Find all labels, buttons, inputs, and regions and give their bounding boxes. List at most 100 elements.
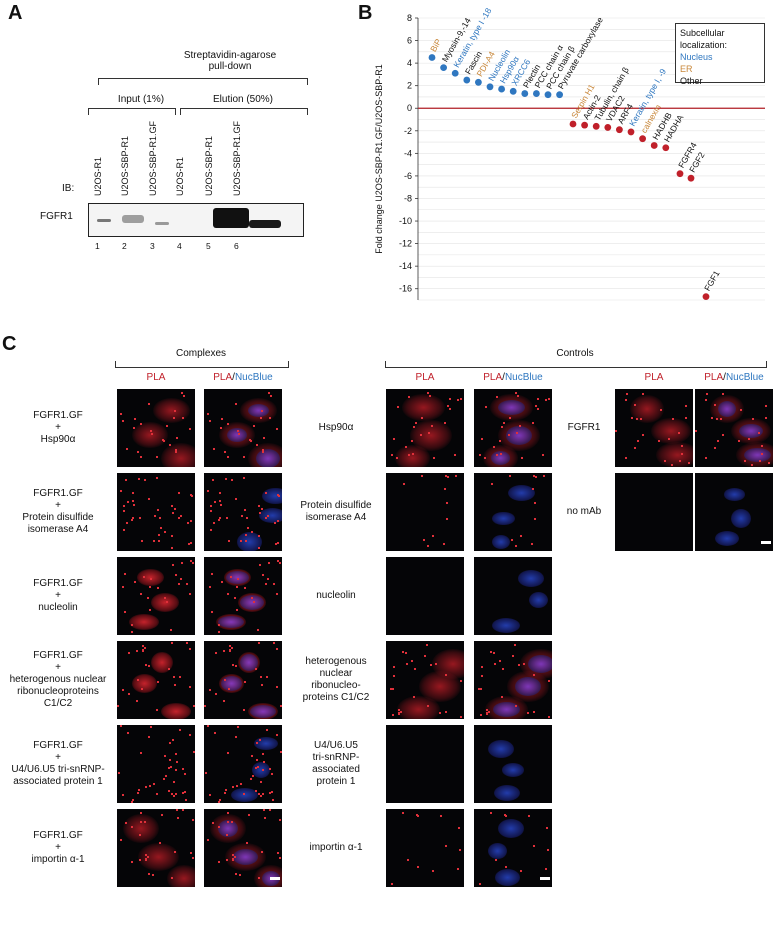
pla-dot xyxy=(218,519,221,522)
pla-dot xyxy=(684,417,687,420)
pla-dot xyxy=(188,543,191,546)
control-merge-image xyxy=(474,809,552,887)
pla-dot xyxy=(508,434,511,437)
pla-dot xyxy=(131,861,134,864)
pla-dot xyxy=(449,408,452,411)
pla-dot xyxy=(238,873,241,876)
pla-dot xyxy=(255,741,258,744)
pla-dot xyxy=(165,774,168,777)
pla-dot xyxy=(139,811,142,814)
y-tick-label: -6 xyxy=(404,171,412,181)
pla-dot xyxy=(154,515,157,518)
row-label: nucleolin xyxy=(290,590,382,602)
nucleus-stain xyxy=(493,785,521,802)
pla-dot xyxy=(148,784,151,787)
cell-signal xyxy=(166,865,195,887)
controls-bracket xyxy=(385,361,767,368)
pla-dot xyxy=(705,456,708,459)
pla-dot xyxy=(459,397,462,400)
data-point xyxy=(428,54,436,61)
pla-dot xyxy=(261,507,264,510)
pla-dot xyxy=(279,750,282,753)
pla-dot xyxy=(188,647,191,650)
pla-dot xyxy=(233,596,236,599)
chart-legend: Subcellular localization: Nucleus ER Oth… xyxy=(675,23,765,86)
complex-merge-image xyxy=(204,725,282,803)
pla-dot xyxy=(264,817,267,820)
fold-change-chart: 8 6 4 2 0 -2 -4 -6 -8 -10 -12 -14 -16 Fold change U2O… xyxy=(374,8,765,301)
complexes-title: Complexes xyxy=(175,348,227,359)
pla-dot xyxy=(249,438,252,441)
pla-dot xyxy=(684,405,687,408)
extra-merge-image xyxy=(695,473,773,551)
pla-dot xyxy=(189,493,192,496)
pla-dot xyxy=(226,423,229,426)
y-tick-label: -14 xyxy=(399,261,412,271)
pla-dot xyxy=(173,780,176,783)
pla-dot xyxy=(124,572,127,575)
data-point xyxy=(662,144,670,152)
row-label-line: FGFR1.GF xyxy=(33,410,83,421)
pla-dot xyxy=(426,391,429,394)
pla-dot xyxy=(181,767,184,770)
pla-dot xyxy=(495,396,498,399)
pla-dot xyxy=(417,866,420,869)
pla-dot xyxy=(136,678,139,681)
elution-label: Elution (50%) xyxy=(212,94,274,105)
pla-dot xyxy=(235,402,238,405)
pla-dot xyxy=(131,517,134,520)
pla-dot xyxy=(171,877,174,880)
pla-dot xyxy=(265,492,268,495)
pla-dot xyxy=(396,405,399,408)
pla-dot xyxy=(457,827,460,830)
pla-dot xyxy=(214,652,217,655)
complex-merge-image xyxy=(204,557,282,635)
pla-dot xyxy=(150,578,153,581)
data-point xyxy=(463,76,471,84)
pla-dot xyxy=(178,583,181,586)
lane-number: 1 xyxy=(95,241,100,251)
cell-signal xyxy=(129,613,160,630)
controls-merge-header: PLA/NucBlue xyxy=(473,372,553,383)
pla-dot xyxy=(172,512,175,515)
nucleus-stain xyxy=(237,532,263,551)
nucleus-stain xyxy=(494,868,521,886)
pla-dot xyxy=(542,453,545,456)
pla-dot xyxy=(445,673,448,676)
pla-dot xyxy=(266,675,269,678)
row-label-line: FGFR1.GF xyxy=(33,740,83,751)
pla-dot xyxy=(505,866,508,869)
extra-merge-image xyxy=(695,389,773,467)
panel-a-letter: A xyxy=(8,2,23,24)
pla-dot xyxy=(392,675,395,678)
complex-pla-image xyxy=(117,557,195,635)
pla-dot xyxy=(235,609,238,612)
pla-dot xyxy=(420,417,423,420)
pla-dot xyxy=(180,514,183,517)
pla-dot xyxy=(500,425,503,428)
pla-dot xyxy=(261,769,264,772)
pla-dot xyxy=(420,434,423,437)
pla-dot xyxy=(173,851,176,854)
pla-dot xyxy=(510,539,513,542)
pla-dot xyxy=(124,822,127,825)
pla-dot xyxy=(398,712,401,715)
pla-dot xyxy=(440,814,443,817)
nucleus-stain xyxy=(256,449,281,467)
pla-dot xyxy=(127,652,130,655)
pla-dot xyxy=(228,645,231,648)
pla-dot xyxy=(211,572,214,575)
pla-dot xyxy=(162,438,165,441)
pla-dot xyxy=(427,705,430,708)
pla-dot xyxy=(174,793,177,796)
pla-dot xyxy=(625,456,628,459)
pla-dot xyxy=(719,418,722,421)
pla-dot xyxy=(171,546,174,549)
pla-dot xyxy=(244,681,247,684)
pla-part: PLA xyxy=(704,372,724,383)
pla-dot xyxy=(413,668,416,671)
pla-dot xyxy=(237,430,240,433)
pla-dot xyxy=(209,510,212,513)
pla-dot xyxy=(177,817,180,820)
pla-dot xyxy=(237,433,240,436)
